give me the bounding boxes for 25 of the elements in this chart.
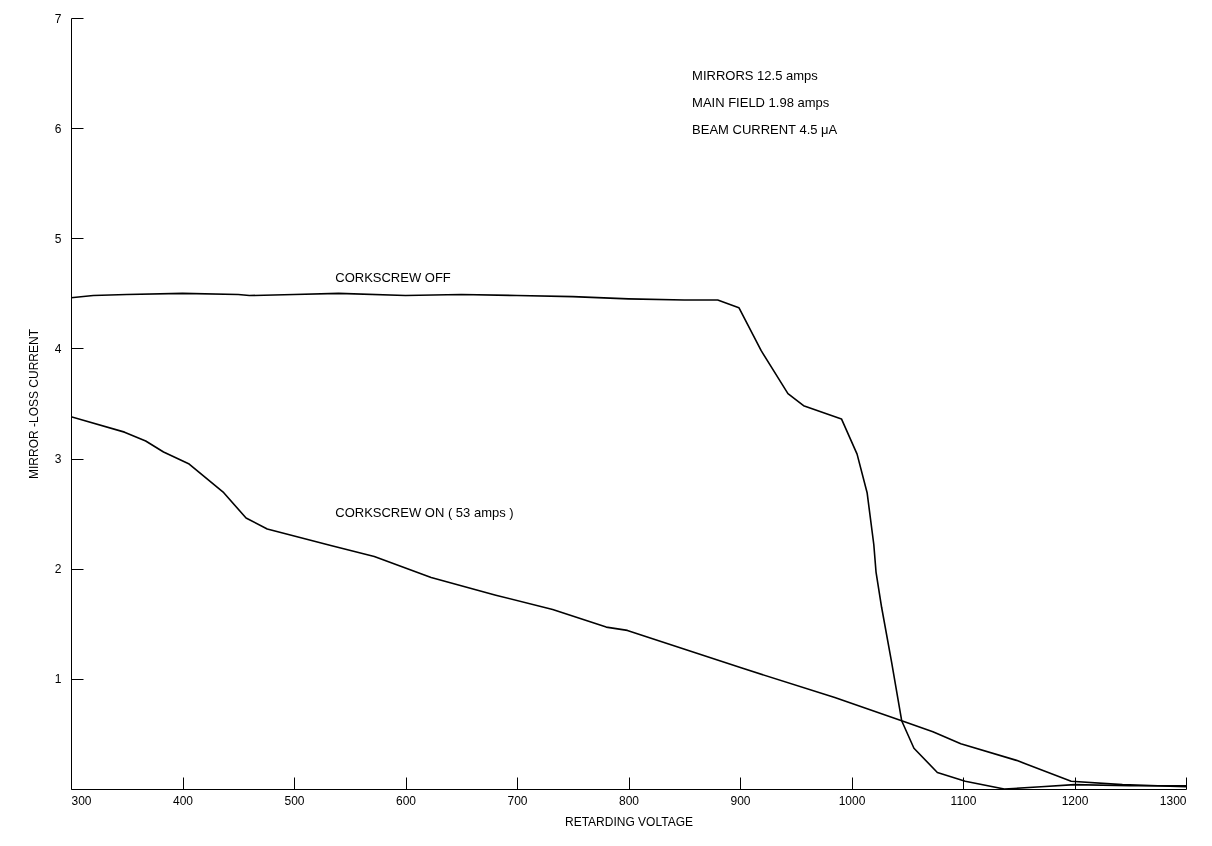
x-tick-label: 1000 (838, 793, 866, 808)
x-tick-label: 500 (284, 793, 305, 808)
y-tick-label: 2 (54, 562, 62, 577)
x-tick-label: 900 (730, 793, 751, 808)
y-tick-label: 4 (54, 341, 62, 356)
annotation: MIRRORS 12.5 amps (692, 68, 819, 83)
series-label: CORKSCREW OFF (335, 270, 451, 286)
y-tick-label: 6 (54, 121, 62, 136)
annotation: MAIN FIELD 1.98 amps (692, 95, 830, 110)
x-tick-label: 600 (395, 793, 417, 808)
x-tick-label: 300 (71, 793, 92, 808)
text: CORKSCREW ON ( 53 amps ) (335, 504, 514, 520)
x-tick-label: 400 (172, 793, 194, 808)
x-tick-label: 700 (507, 793, 528, 808)
annotation: BEAM CURRENT 4.5 μA (692, 122, 838, 137)
x-tick-label: 1300 (1159, 793, 1187, 808)
y-tick-label: 7 (54, 11, 62, 26)
y-tick-label: 3 (54, 452, 62, 467)
y-tick-label: 1 (54, 672, 62, 687)
x-tick-label: 1100 (950, 793, 977, 808)
x-axis-title: RETARDING VOLTAGE (564, 814, 694, 829)
y-axis-title: MIRROR -LOSS CURRENT (26, 328, 41, 480)
y-tick-label: 5 (54, 231, 62, 246)
x-tick-label: 1200 (1061, 793, 1089, 808)
x-tick-label: 800 (618, 793, 640, 808)
